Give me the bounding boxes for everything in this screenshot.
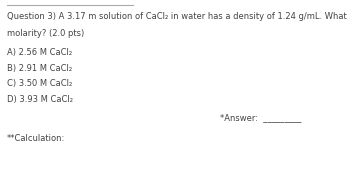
Text: C) 3.50 M CaCl₂: C) 3.50 M CaCl₂ — [7, 79, 72, 88]
Text: *Answer:  _________: *Answer: _________ — [220, 114, 302, 122]
Text: molarity? (2.0 pts): molarity? (2.0 pts) — [7, 29, 84, 38]
Text: A) 2.56 M CaCl₂: A) 2.56 M CaCl₂ — [7, 48, 72, 57]
Text: B) 2.91 M CaCl₂: B) 2.91 M CaCl₂ — [7, 64, 72, 73]
Text: **Calculation:: **Calculation: — [7, 134, 65, 143]
Text: Question 3) A 3.17 m solution of CaCl₂ in water has a density of 1.24 g/mL. What: Question 3) A 3.17 m solution of CaCl₂ i… — [7, 12, 350, 21]
Text: D) 3.93 M CaCl₂: D) 3.93 M CaCl₂ — [7, 95, 73, 104]
